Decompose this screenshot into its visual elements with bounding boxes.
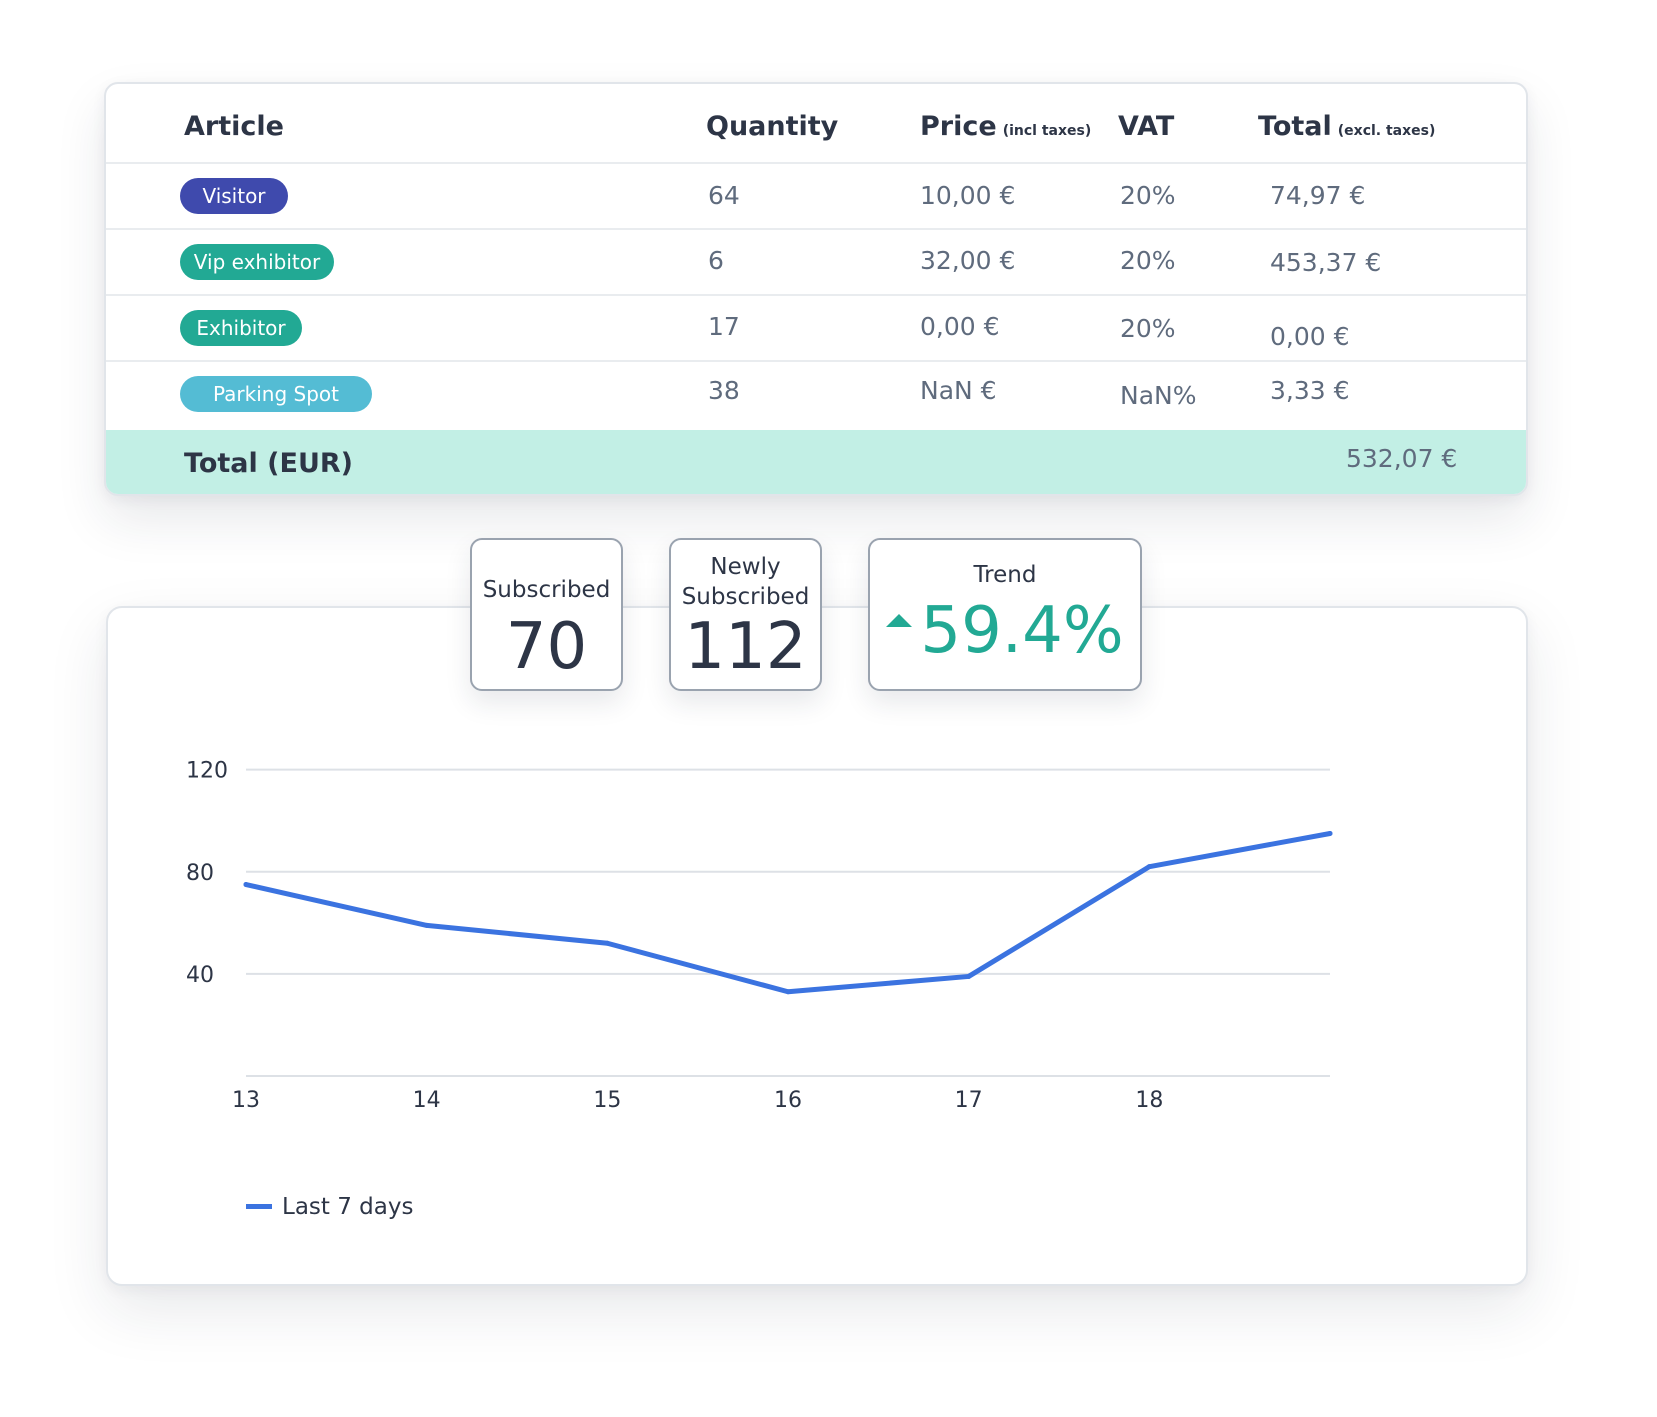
trend-label: Trend xyxy=(973,562,1037,588)
data-point[interactable] xyxy=(243,882,249,888)
chart-gridlines xyxy=(246,768,1330,1077)
y-axis-ticks: 120 80 40 xyxy=(186,759,228,988)
x-tick-label: 13 xyxy=(232,1088,260,1113)
price-cell: 32,00 € xyxy=(920,246,1016,275)
data-point[interactable] xyxy=(785,989,791,995)
table-row: Vip exhibitor 6 32,00 € 20% 453,37 € xyxy=(106,230,1526,296)
price-cell: 10,00 € xyxy=(920,181,1016,210)
quantity-cell: 6 xyxy=(708,246,724,275)
vat-cell: 20% xyxy=(1120,314,1176,343)
data-point[interactable] xyxy=(1327,830,1333,836)
price-cell: 0,00 € xyxy=(920,312,1000,341)
data-point[interactable] xyxy=(604,940,610,946)
quantity-cell: 17 xyxy=(708,312,740,341)
quantity-cell: 38 xyxy=(708,376,740,405)
table-total-row: Total (EUR) 532,07 € xyxy=(106,430,1526,494)
subscribed-value: 70 xyxy=(505,610,588,684)
table-row: Exhibitor 17 0,00 € 20% 0,00 € xyxy=(106,296,1526,362)
data-point[interactable] xyxy=(1146,864,1152,870)
subscribed-label: Subscribed xyxy=(482,577,611,603)
column-header-total: Total (excl. taxes) xyxy=(1258,111,1436,142)
total-note: (excl. taxes) xyxy=(1337,123,1436,139)
total-cell: 3,33 € xyxy=(1270,376,1350,405)
article-badge-exhibitor: Exhibitor xyxy=(180,310,302,346)
y-tick-label: 40 xyxy=(186,963,214,988)
trend-value: 59.4% xyxy=(920,594,1124,668)
column-header-article: Article xyxy=(184,111,284,142)
y-tick-label: 120 xyxy=(186,759,228,784)
line-chart: 120 80 40 13 14 15 16 17 18 Last 7 days xyxy=(186,759,1333,1220)
total-value: 532,07 € xyxy=(1346,444,1458,473)
data-point[interactable] xyxy=(424,922,430,928)
vat-cell: 20% xyxy=(1120,246,1176,275)
x-tick-label: 16 xyxy=(774,1088,802,1113)
table-header-row: Article Quantity Price (incl taxes) VAT T… xyxy=(106,84,1526,164)
data-point[interactable] xyxy=(966,973,972,979)
quantity-cell: 64 xyxy=(708,181,740,210)
column-header-quantity: Quantity xyxy=(706,111,839,142)
newly-subscribed-label-line1: Newly xyxy=(710,554,781,580)
newly-subscribed-label-line2: Subscribed xyxy=(681,584,810,610)
trend-stat-card: Trend 59.4% xyxy=(868,538,1142,691)
x-tick-label: 17 xyxy=(955,1088,983,1113)
total-cell: 453,37 € xyxy=(1270,248,1382,277)
price-note: (incl taxes) xyxy=(1002,123,1092,139)
x-tick-label: 18 xyxy=(1135,1088,1163,1113)
total-label: Total (EUR) xyxy=(184,448,354,479)
column-header-price: Price (incl taxes) xyxy=(920,111,1092,142)
newly-subscribed-value: 112 xyxy=(684,610,807,684)
x-tick-label: 15 xyxy=(593,1088,621,1113)
trend-up-arrow-icon xyxy=(886,614,913,627)
series-line-0 xyxy=(243,830,1333,995)
chart-legend[interactable]: Last 7 days xyxy=(246,1194,413,1220)
x-tick-label: 14 xyxy=(413,1088,441,1113)
vat-cell: NaN% xyxy=(1120,381,1197,410)
article-badge-parking-spot: Parking Spot xyxy=(180,376,372,412)
vat-cell: 20% xyxy=(1120,181,1176,210)
y-tick-label: 80 xyxy=(186,861,214,886)
legend-label: Last 7 days xyxy=(282,1194,413,1220)
trend-value-row: 59.4% xyxy=(870,596,1140,666)
table-row: Visitor 64 10,00 € 20% 74,97 € xyxy=(106,164,1526,230)
table-row: Parking Spot 38 NaN € NaN% 3,33 € xyxy=(106,362,1526,430)
subscriptions-chart-card: 120 80 40 13 14 15 16 17 18 Last 7 days xyxy=(106,606,1528,1286)
newly-subscribed-stat-card: Newly Subscribed 112 xyxy=(669,538,822,691)
legend-swatch xyxy=(246,1204,272,1209)
total-cell: 74,97 € xyxy=(1270,181,1366,210)
article-badge-vip-exhibitor: Vip exhibitor xyxy=(180,244,334,280)
x-axis-ticks: 13 14 15 16 17 18 xyxy=(232,1088,1163,1113)
article-badge-visitor: Visitor xyxy=(180,178,288,214)
subscribed-stat-card: Subscribed 70 xyxy=(470,538,623,691)
price-cell: NaN € xyxy=(920,376,997,405)
chart-series xyxy=(243,830,1333,995)
order-summary-table: Article Quantity Price (incl taxes) VAT T… xyxy=(104,82,1528,496)
total-cell: 0,00 € xyxy=(1270,322,1350,351)
column-header-vat: VAT xyxy=(1118,111,1175,142)
